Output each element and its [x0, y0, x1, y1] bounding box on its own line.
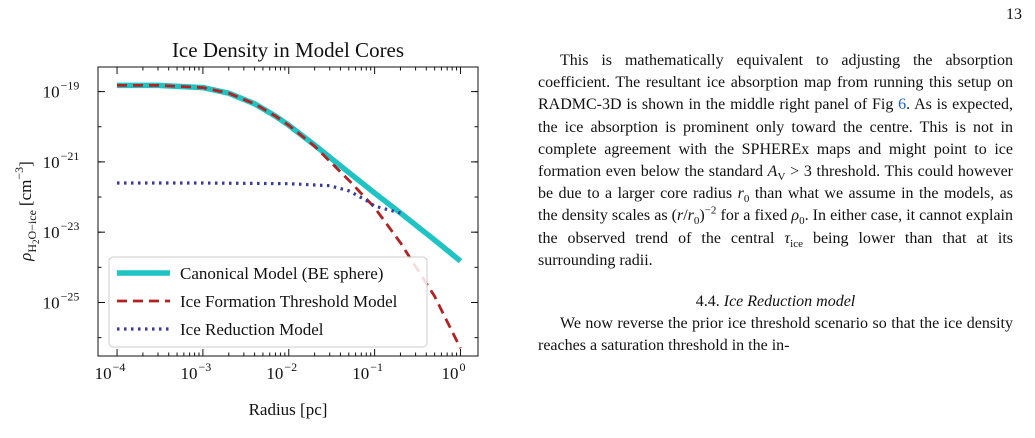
paragraph-1-segment: A: [767, 163, 778, 181]
paragraph-1-segment: than what we assume in the models, as th…: [538, 185, 1013, 225]
y-tick-label: 10−23: [43, 219, 80, 242]
paragraph-1-segment: τ: [784, 229, 791, 247]
paragraph-1-segment: ρ: [791, 207, 800, 225]
paragraph-1-segment: for a fixed: [716, 207, 792, 225]
legend-label-3: Ice Reduction Model: [180, 320, 324, 339]
y-tick-label: 10−19: [43, 79, 80, 102]
figure-ice-density: Ice Density in Model Cores 10−4 10−3 10−2 1…: [0, 0, 500, 438]
legend-label-1: Canonical Model (BE sphere): [180, 264, 383, 283]
paragraph-1-segment: ice: [790, 237, 803, 250]
paragraph-1-segment: > 3 threshold. This could however be due…: [538, 163, 1013, 203]
legend: Canonical Model (BE sphere) Ice Formation…: [108, 256, 428, 348]
page-number: 13: [1006, 6, 1022, 23]
paragraph-1-segment: /: [683, 207, 688, 225]
x-tick-label: 10−3: [181, 360, 212, 383]
paragraph-1-segment: being lower than that at its surrounding…: [538, 229, 1013, 269]
text-column: This is mathematically equivalent to adj…: [538, 50, 1013, 357]
paragraph-1-segment: r: [737, 185, 744, 203]
paragraph-1-segment: −2: [704, 205, 717, 218]
y-tick-label: 10−25: [43, 289, 80, 312]
paragraph-2: We now reverse the prior ice threshold s…: [538, 315, 1013, 355]
chart-title: Ice Density in Model Cores: [172, 38, 404, 62]
y-tick-label: 10−21: [43, 149, 80, 172]
paragraph-1-segment: 0: [743, 193, 750, 206]
series-line-2: [117, 84, 462, 349]
x-tick-label: 10−4: [95, 360, 126, 383]
x-tick-label: 10−2: [266, 360, 297, 383]
paragraph-1-segment: 0: [799, 215, 805, 228]
section-heading: 4.4. Ice Reduction model: [538, 291, 1013, 313]
x-tick-label: 10−1: [352, 360, 383, 383]
series-line-1: [117, 82, 463, 264]
paragraph-1-segment: r: [676, 207, 684, 225]
plot-frame: [97, 66, 479, 357]
x-tick-label: 100: [441, 360, 465, 383]
paragraph-1-segment: . As is expected, the ice absorption is …: [538, 96, 1014, 181]
y-axis-label: ρH2O−ice[cm−3]: [12, 161, 41, 262]
paragraph-1: This is mathematically equivalent to adj…: [538, 50, 1013, 272]
paragraph-1-segment: V: [777, 171, 786, 184]
paragraph-1-segment[interactable]: 6: [898, 96, 907, 114]
svg-text:ρH2O−ice[cm−3]: ρH2O−ice[cm−3]: [12, 161, 41, 262]
x-axis-label: Radius [pc]: [249, 400, 328, 419]
paragraph-1-segment: . In either case, it cannot explain the …: [538, 207, 1014, 247]
section-title: Ice Reduction model: [723, 293, 856, 311]
paragraph-1-segment: r: [687, 207, 694, 225]
paragraph-1-segment: 0: [693, 215, 700, 228]
section-number: 4.4.: [695, 293, 720, 311]
paragraph-1-segment: This is mathematically equivalent to adj…: [538, 52, 1013, 114]
series-line-3: [117, 181, 401, 215]
chart: Ice Density in Model Cores 10−4 10−3 10−2 1…: [12, 38, 479, 419]
legend-label-2: Ice Formation Threshold Model: [180, 292, 398, 311]
paragraph-1-segment: ): [699, 207, 705, 225]
legend-box: [108, 256, 428, 348]
